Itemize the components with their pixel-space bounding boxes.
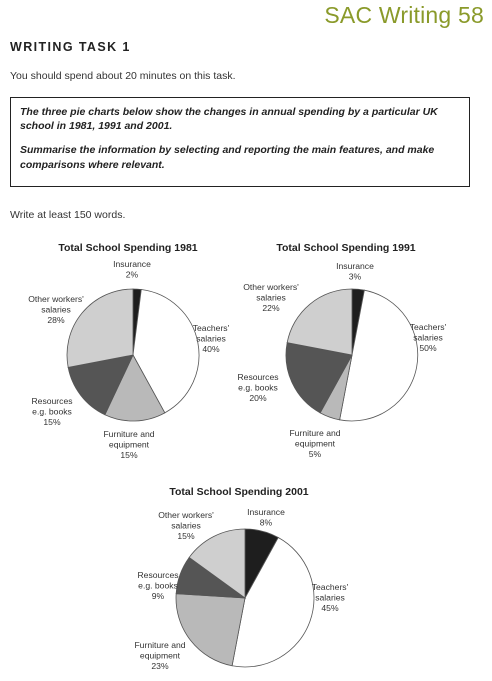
chart-title: Total School Spending 1991: [276, 242, 415, 254]
pie-slice-other: [188, 528, 246, 599]
pie-slice-other: [66, 288, 134, 368]
slice-label-insurance: Insurance 3%: [336, 261, 374, 282]
chart-title: Total School Spending 2001: [169, 486, 308, 498]
slice-label-teachers: Teachers' salaries 50%: [410, 322, 447, 353]
slice-label-insurance: Insurance 2%: [113, 259, 151, 280]
slice-label-furniture: Furniture and equipment 15%: [103, 429, 154, 460]
task-heading: WRITING TASK 1: [10, 40, 131, 54]
pie-slice-teachers: [231, 536, 315, 668]
prompt-instruction: Summarise the information by selecting a…: [20, 144, 435, 171]
pie-slice-resources: [67, 354, 134, 416]
word-count-instruction: Write at least 150 words.: [10, 209, 126, 221]
pie-slice-teachers: [339, 289, 419, 422]
pie-slice-other: [286, 288, 353, 356]
slice-label-furniture: Furniture and equipment 5%: [289, 428, 340, 459]
pie-slice-teachers: [132, 289, 200, 414]
slice-label-other: Other workers' salaries 22%: [243, 282, 299, 313]
slice-label-other: Other workers' salaries 15%: [158, 510, 214, 541]
slice-label-other: Other workers' salaries 28%: [28, 294, 84, 325]
brand-title: SAC Writing 58: [324, 2, 484, 28]
pie-chart-0: Total School Spending 1981 Insurance 2% Tea…: [28, 242, 229, 460]
slice-label-resources: Resources e.g. books 15%: [31, 396, 72, 427]
slice-label-teachers: Teachers' salaries 45%: [312, 582, 349, 613]
slice-label-furniture: Furniture and equipment 23%: [134, 640, 185, 671]
slice-label-insurance: Insurance 8%: [247, 507, 285, 528]
task-prompt-box: The three pie charts below show the chan…: [10, 97, 470, 187]
slice-label-resources: Resources e.g. books 20%: [237, 372, 278, 403]
pie-chart-1: Total School Spending 1991 Insurance 3% Tea…: [237, 242, 446, 459]
time-instruction: You should spend about 20 minutes on thi…: [10, 70, 236, 82]
prompt-description: The three pie charts below show the chan…: [20, 106, 438, 133]
slice-label-teachers: Teachers' salaries 40%: [193, 323, 230, 354]
chart-title: Total School Spending 1981: [58, 242, 197, 254]
pie-slice-furniture: [175, 593, 246, 667]
pie-chart-2: Total School Spending 2001 Insurance 8% Tea…: [134, 486, 348, 671]
pie-slice-resources: [285, 342, 353, 414]
slice-label-resources: Resources e.g. books 9%: [137, 570, 178, 601]
pie-slice-furniture: [104, 354, 166, 422]
